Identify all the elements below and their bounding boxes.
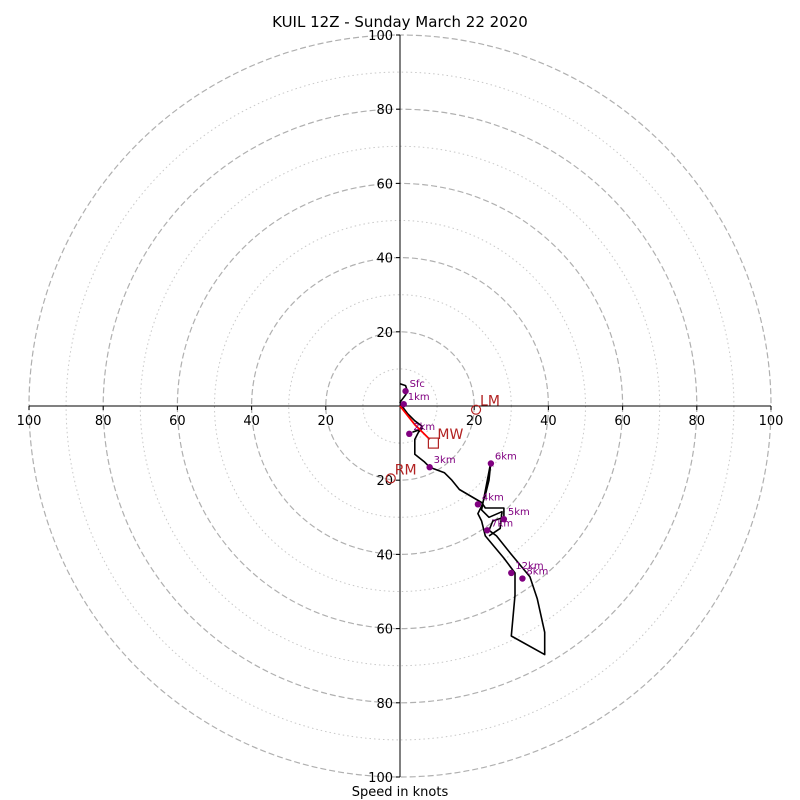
y-tick-label: 60 xyxy=(376,623,393,638)
storm-motion-label: RM xyxy=(395,462,417,478)
height-marker-dot xyxy=(508,569,515,577)
mean-wind-line xyxy=(399,405,431,441)
height-marker-dot xyxy=(474,501,482,508)
x-tick-label: 80 xyxy=(95,414,112,429)
storm-motion-label: LM xyxy=(480,394,500,410)
height-marker-label: 5km xyxy=(508,507,530,518)
height-marker-dot xyxy=(402,387,409,395)
storm-motion-label: MW xyxy=(437,427,463,443)
x-tick-label: 100 xyxy=(759,414,784,429)
y-tick-label: 40 xyxy=(376,252,393,267)
height-marker-label: 1km xyxy=(408,392,430,403)
height-marker-dot xyxy=(500,515,508,523)
height-marker-label: 7km xyxy=(491,518,513,529)
x-tick-label: 60 xyxy=(614,414,631,429)
height-marker-dot xyxy=(426,464,433,471)
chart-title: KUIL 12Z - Sunday March 22 2020 xyxy=(272,13,528,31)
height-marker-label: 12km xyxy=(515,561,543,572)
mean-wind-trace xyxy=(399,405,431,441)
height-marker-label: 8km xyxy=(526,567,548,578)
height-marker-label: 2km xyxy=(413,422,435,433)
storm-motion-markers: LM RM MW xyxy=(385,394,500,484)
wind-profile-line xyxy=(399,382,546,656)
height-marker-dot xyxy=(400,400,407,408)
y-tick-label: 20 xyxy=(376,474,393,489)
tick-labels: 100 100 80 80 60 60 40 40 20 20 20 20 40 40 60 60 80 80 10… xyxy=(17,29,784,786)
storm-motion-circle xyxy=(385,473,396,484)
y-tick-label: 80 xyxy=(376,103,393,118)
hodograph-trace xyxy=(399,382,546,656)
x-tick-label: 40 xyxy=(243,414,260,429)
y-tick-label: 20 xyxy=(376,326,393,341)
x-tick-label: 100 xyxy=(17,414,42,429)
x-tick-label: 20 xyxy=(466,414,483,429)
height-marker-dot xyxy=(483,527,491,534)
y-tick-label: 40 xyxy=(376,548,393,563)
x-tick-label: 60 xyxy=(169,414,186,429)
storm-motion-circle xyxy=(470,404,482,415)
y-tick-label: 100 xyxy=(368,771,393,786)
y-tick-label: 80 xyxy=(376,697,393,712)
x-tick-label: 20 xyxy=(318,414,335,429)
x-tick-label: 40 xyxy=(540,414,557,429)
y-tick-label: 100 xyxy=(368,29,393,44)
height-marker-dot xyxy=(406,430,413,438)
height-marker-label: Sfc xyxy=(410,379,425,390)
x-tick-label: 80 xyxy=(689,414,706,429)
x-axis-label: Speed in knots xyxy=(352,785,449,800)
height-marker-label: 4km xyxy=(482,492,504,503)
storm-motion-square xyxy=(427,437,439,449)
height-marker-label: 3km xyxy=(434,455,456,466)
y-tick-label: 60 xyxy=(376,177,393,192)
height-marker-label: 6km xyxy=(495,452,517,463)
height-marker-dot xyxy=(519,575,526,582)
height-marker-dot xyxy=(487,460,495,467)
